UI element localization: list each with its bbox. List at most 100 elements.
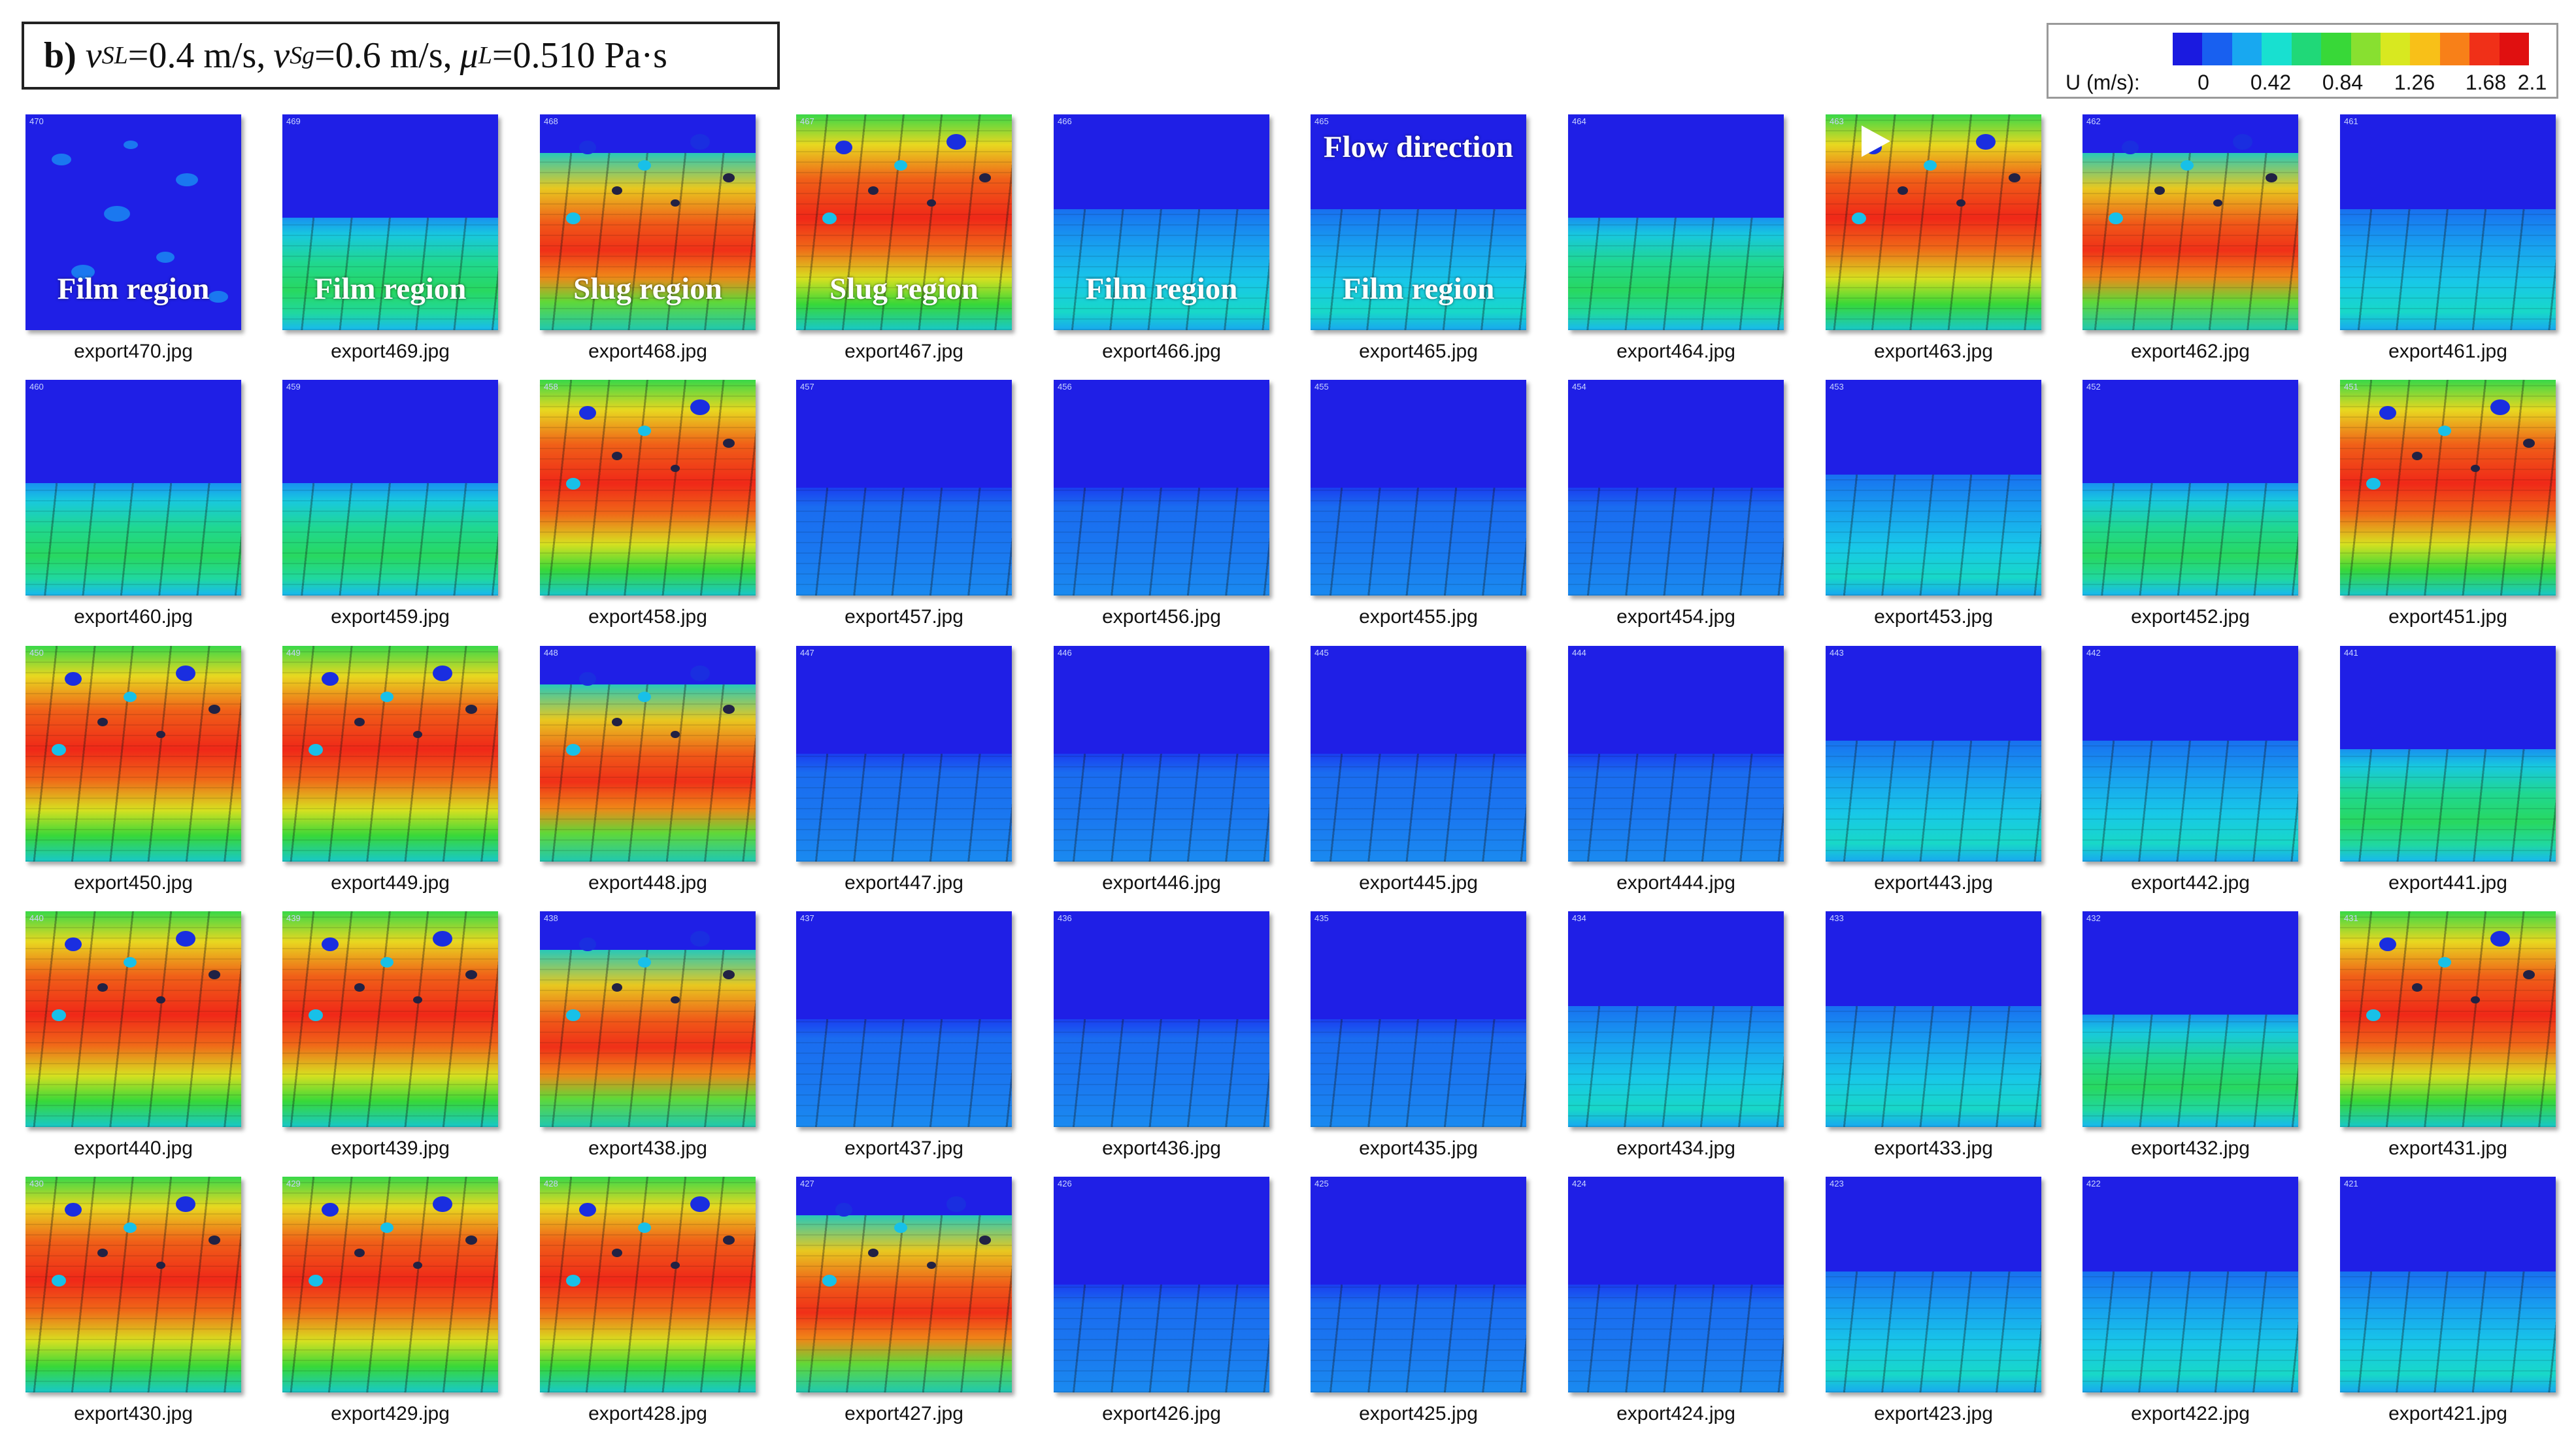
bubble [465, 970, 477, 979]
frame-filename: export442.jpg [2131, 872, 2250, 894]
film-region-label: Film region [1085, 272, 1238, 306]
velocity-contour-image[interactable]: 449 [282, 646, 498, 862]
velocity-contour-image[interactable]: 456 [1054, 380, 1269, 596]
velocity-contour-image[interactable]: 442 [2083, 646, 2298, 862]
velocity-contour-image[interactable]: 444 [1568, 646, 1784, 862]
frame-filename: export434.jpg [1616, 1137, 1735, 1159]
frame-filename: export439.jpg [331, 1137, 450, 1159]
velocity-contour-image[interactable]: 435 [1311, 911, 1526, 1127]
velocity-contour-image[interactable]: 427 [796, 1177, 1012, 1392]
bubble [2523, 970, 2535, 979]
frame-number: 449 [286, 648, 301, 658]
velocity-contour-image[interactable]: 424 [1568, 1177, 1784, 1392]
velocity-contour-image[interactable]: 443 [1826, 646, 2041, 862]
velocity-contour-image[interactable]: 468 Slug region [540, 114, 756, 330]
velocity-contour-image[interactable]: 429 [282, 1177, 498, 1392]
velocity-contour-image[interactable]: 434 [1568, 911, 1784, 1127]
velocity-contour-image[interactable]: 437 [796, 911, 1012, 1127]
frame-number: 431 [2344, 913, 2358, 923]
velocity-contour-image[interactable]: 430 [25, 1177, 241, 1392]
gas-layer [540, 646, 756, 684]
colorbar-swatch [2469, 33, 2500, 65]
velocity-contour-image[interactable]: 470 Film region [25, 114, 241, 330]
velocity-contour-image[interactable]: 458 [540, 380, 756, 596]
velocity-contour-image[interactable]: 459 [282, 380, 498, 596]
bubble [612, 186, 622, 195]
velocity-contour-image[interactable]: 457 [796, 380, 1012, 596]
velocity-contour-image[interactable]: 463 [1826, 114, 2041, 330]
velocity-contour-image[interactable]: 469 Film region [282, 114, 498, 330]
velocity-contour-image[interactable]: 436 [1054, 911, 1269, 1127]
bubble [1924, 160, 1937, 171]
velocity-contour-image[interactable]: 467 Slug region [796, 114, 1012, 330]
frame-number: 464 [1572, 116, 1586, 126]
velocity-contour-image[interactable]: 451 [2340, 380, 2556, 596]
frame-number: 467 [800, 116, 814, 126]
bubble [671, 199, 680, 207]
velocity-contour-image[interactable]: 464 [1568, 114, 1784, 330]
bubble [671, 1262, 680, 1269]
velocity-contour-image[interactable]: 452 [2083, 380, 2298, 596]
frame-filename: export428.jpg [588, 1403, 707, 1424]
bubble [723, 970, 735, 979]
velocity-contour-image[interactable]: 453 [1826, 380, 2041, 596]
bubble [1852, 212, 1866, 224]
velocity-contour-image[interactable]: 455 [1311, 380, 1526, 596]
velocity-contour-image[interactable]: 422 [2083, 1177, 2298, 1392]
vsg-value: =0.6 m/s, [314, 35, 452, 76]
velocity-contour-image[interactable]: 425 [1311, 1177, 1526, 1392]
velocity-contour-image[interactable]: 465 Film region [1311, 114, 1526, 330]
velocity-contour-image[interactable]: 433 [1826, 911, 2041, 1127]
velocity-contour-image[interactable]: 460 [25, 380, 241, 596]
contour-bands [1568, 1285, 1784, 1392]
contour-bands [1311, 1285, 1526, 1392]
velocity-contour-image[interactable]: 448 [540, 646, 756, 862]
bubble [309, 1275, 323, 1287]
bubble [156, 731, 165, 738]
frame-filename: export438.jpg [588, 1137, 707, 1159]
channel-ridges [1826, 1006, 2041, 1127]
contour-bands [1568, 218, 1784, 330]
velocity-contour-image[interactable]: 438 [540, 911, 756, 1127]
contour-bands [1054, 1285, 1269, 1392]
gas-layer [1311, 911, 1526, 1019]
velocity-contour-image[interactable]: 432 [2083, 911, 2298, 1127]
bubble [690, 399, 710, 415]
frame-filename: export448.jpg [588, 872, 707, 894]
bubble [638, 957, 651, 968]
bubble [566, 212, 580, 224]
frame-number: 456 [1058, 382, 1072, 392]
velocity-contour-image[interactable]: 426 [1054, 1177, 1269, 1392]
velocity-contour-image[interactable]: 450 [25, 646, 241, 862]
frame-filename: export468.jpg [588, 341, 707, 362]
liquid-layer [2083, 483, 2298, 596]
liquid-layer [2083, 1015, 2298, 1127]
contour-bands [1568, 488, 1784, 596]
channel-ridges [1311, 1285, 1526, 1392]
velocity-contour-image[interactable]: 454 [1568, 380, 1784, 596]
flow-direction-line [796, 69, 1012, 73]
bubble [176, 665, 195, 681]
velocity-contour-image[interactable]: 441 [2340, 646, 2556, 862]
velocity-contour-image[interactable]: 439 [282, 911, 498, 1127]
velocity-contour-image[interactable]: 428 [540, 1177, 756, 1392]
bubble [868, 186, 878, 195]
bubble [2523, 439, 2535, 448]
bubble [612, 1249, 622, 1257]
velocity-contour-image[interactable]: 462 [2083, 114, 2298, 330]
frame-number: 438 [544, 913, 558, 923]
bubble [946, 1196, 966, 1212]
velocity-contour-image[interactable]: 440 [25, 911, 241, 1127]
velocity-contour-image[interactable]: 421 [2340, 1177, 2556, 1392]
liquid-layer [2083, 153, 2298, 330]
velocity-contour-image[interactable]: 446 [1054, 646, 1269, 862]
velocity-contour-image[interactable]: 461 [2340, 114, 2556, 330]
gas-layer [2083, 380, 2298, 483]
velocity-contour-image[interactable]: 447 [796, 646, 1012, 862]
velocity-contour-image[interactable]: 423 [1826, 1177, 2041, 1392]
velocity-contour-image[interactable]: 431 [2340, 911, 2556, 1127]
mu-symbol: μ [460, 35, 478, 76]
velocity-contour-image[interactable]: 466 Film region [1054, 114, 1269, 330]
velocity-contour-image[interactable]: 445 [1311, 646, 1526, 862]
frame-filename: export450.jpg [74, 872, 193, 894]
